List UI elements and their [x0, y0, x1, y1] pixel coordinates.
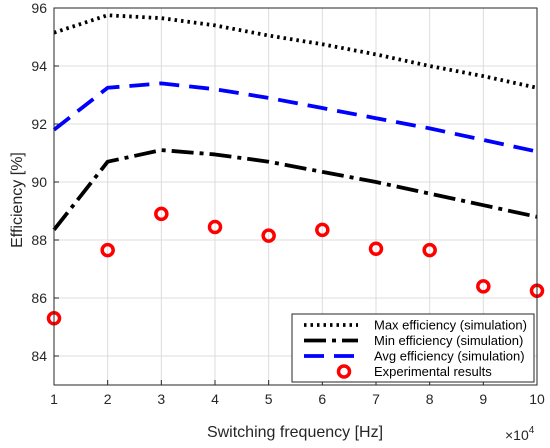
y-tick-label: 94 — [31, 58, 47, 74]
x-multiplier-exponent: 4 — [529, 425, 535, 436]
legend-label: Max efficiency (simulation) — [374, 318, 527, 333]
experimental-point — [154, 206, 169, 222]
experimental-point — [261, 228, 276, 243]
x-tick-label: 9 — [479, 391, 487, 407]
legend: Max efficiency (simulation)Min efficienc… — [291, 313, 535, 383]
x-axis-multiplier: ×104 — [505, 425, 535, 443]
x-tick-label: 4 — [211, 391, 219, 407]
min-efficiency-simulation-line — [52, 148, 538, 232]
y-axis-label: Efficiency [%] — [9, 152, 26, 248]
experimental-point — [368, 241, 384, 256]
legend-marker — [336, 364, 352, 379]
y-tick-label: 90 — [31, 174, 47, 190]
experimental-point — [100, 242, 115, 258]
x-tick-label: 2 — [104, 391, 112, 407]
x-tick-label: 6 — [318, 391, 326, 407]
legend-label: Experimental results — [374, 364, 492, 379]
avg-efficiency-simulation-line — [52, 81, 538, 154]
plot-frame — [53, 7, 538, 386]
legend-label: Avg efficiency (simulation) — [374, 349, 525, 364]
y-tick-label: 86 — [31, 290, 47, 306]
experimental-point — [476, 279, 491, 294]
y-tick-label: 84 — [31, 348, 47, 364]
axis-ticks: 1 2 3 4 5 6 7 8 9 10 84 86 88 90 92 94 96 — [31, 0, 545, 407]
x-tick-label: 3 — [157, 391, 165, 407]
max-efficiency-simulation-line — [53, 13, 538, 90]
legend-label: Min efficiency (simulation) — [374, 333, 523, 348]
x-tick-label: 1 — [50, 391, 58, 407]
y-tick-label: 96 — [31, 0, 47, 16]
y-tick-label: 92 — [31, 116, 47, 132]
experimental-point — [422, 242, 437, 258]
x-tick-label: 5 — [265, 391, 273, 407]
experimental-point — [207, 219, 223, 235]
x-axis-label: Switching frequency [Hz] — [207, 424, 383, 441]
x-tick-label: 7 — [372, 391, 380, 407]
series-layer — [46, 13, 545, 326]
y-tick-label: 88 — [31, 232, 47, 248]
x-tick-label: 8 — [426, 391, 434, 407]
experimental-point — [315, 222, 330, 238]
x-tick-label: 10 — [529, 391, 545, 407]
x-multiplier-base: ×10 — [505, 427, 529, 443]
